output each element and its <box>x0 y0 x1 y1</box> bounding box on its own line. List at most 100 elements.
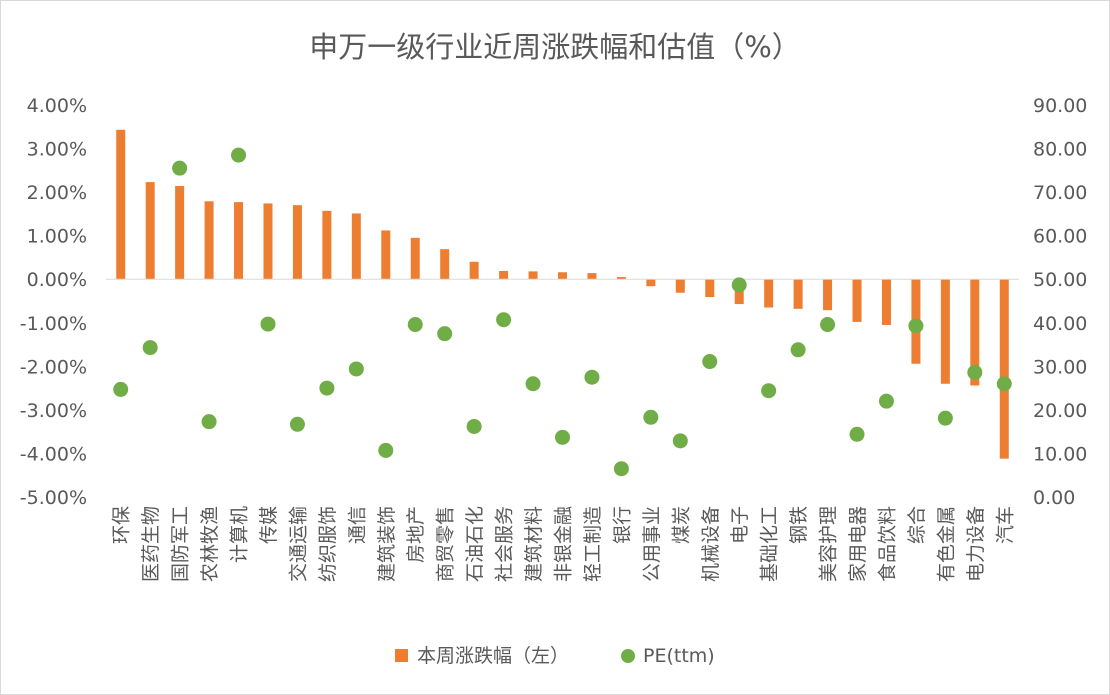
bar <box>940 279 950 384</box>
right-tick-label: 90.00 <box>1033 95 1087 117</box>
right-tick-label: 50.00 <box>1033 269 1087 291</box>
category-label: 公用事业 <box>641 506 663 582</box>
right-tick-label: 0.00 <box>1033 487 1075 509</box>
pe-point <box>996 376 1012 392</box>
pe-point <box>878 393 894 409</box>
category-label: 计算机 <box>229 506 251 563</box>
pe-point <box>820 317 836 333</box>
category-labels: 环保 医药生物 国防军工 农林牧渔 计算机 传媒 交通运输 纺织服饰 通信 建筑装饰 房地产 商贸零售… <box>111 506 1017 582</box>
left-tick-label: -1.00% <box>20 313 87 335</box>
pe-point <box>407 317 423 333</box>
bar <box>145 182 155 280</box>
bar <box>646 279 656 287</box>
category-label: 机械设备 <box>700 506 722 582</box>
pe-point <box>908 318 924 334</box>
pe-point <box>731 277 747 293</box>
pe-point <box>584 369 600 385</box>
bar <box>263 203 273 280</box>
pe-point <box>142 340 158 356</box>
pe-point <box>643 409 659 425</box>
bar <box>116 129 126 280</box>
category-label: 商贸零售 <box>435 506 457 582</box>
pe-point <box>555 429 570 445</box>
category-label: 电子 <box>729 506 751 544</box>
right-tick-label: 70.00 <box>1033 182 1087 204</box>
bar <box>970 279 980 386</box>
pe-point <box>937 410 953 426</box>
category-label: 社会服务 <box>494 506 516 582</box>
left-y-axis: 4.00% 3.00% 2.00% 1.00% 0.00% -1.00% -2.00% -3.… <box>20 95 87 509</box>
chart-title: 申万一级行业近周涨跌幅和估值（%） <box>309 30 801 64</box>
pe-point <box>201 414 217 430</box>
pe-point <box>319 380 335 396</box>
pe-point <box>761 383 777 399</box>
bar <box>705 279 715 298</box>
pe-point <box>790 342 806 358</box>
bar <box>793 279 803 309</box>
bar <box>351 213 361 280</box>
bar <box>764 279 774 308</box>
bar <box>999 279 1009 459</box>
pe-point <box>525 376 541 392</box>
bar <box>175 186 185 280</box>
bar <box>587 273 597 280</box>
category-label: 房地产 <box>405 506 427 563</box>
category-label: 钢铁 <box>788 506 810 544</box>
category-label: 基础化工 <box>759 506 781 582</box>
bar <box>499 270 509 280</box>
pe-point <box>113 381 129 397</box>
right-tick-label: 10.00 <box>1033 443 1087 465</box>
category-label: 医药生物 <box>140 506 162 582</box>
bar <box>616 277 626 280</box>
category-label: 环保 <box>111 506 133 544</box>
bar <box>410 237 420 280</box>
bar <box>292 205 302 280</box>
category-label: 综合 <box>906 506 928 544</box>
pe-point <box>613 461 629 477</box>
legend-point-label: PE(ttm) <box>643 645 715 667</box>
legend: 本周涨跌幅（左） PE(ttm) <box>395 645 715 667</box>
bar <box>823 279 833 311</box>
category-label: 银行 <box>611 506 633 544</box>
right-tick-label: 60.00 <box>1033 226 1087 248</box>
left-tick-label: -4.00% <box>20 443 87 465</box>
category-label: 建筑装饰 <box>376 506 398 582</box>
bar <box>381 230 391 280</box>
left-tick-label: 3.00% <box>27 139 87 161</box>
category-label: 交通运输 <box>287 506 309 582</box>
pe-point <box>702 354 718 370</box>
bar <box>234 202 244 280</box>
bar <box>558 272 567 280</box>
pe-point <box>348 361 364 377</box>
pe-point <box>172 160 188 176</box>
bar <box>675 279 685 293</box>
bar <box>322 210 332 280</box>
category-label: 石油石化 <box>464 506 486 582</box>
right-tick-label: 20.00 <box>1033 400 1087 422</box>
pe-point <box>260 316 276 332</box>
bar <box>881 279 891 325</box>
category-label: 轻工制造 <box>582 506 604 582</box>
pe-point <box>231 147 247 163</box>
category-label: 汽车 <box>994 506 1016 544</box>
category-label: 传媒 <box>258 506 280 544</box>
pe-point <box>672 433 688 449</box>
right-y-axis: 90.00 80.00 70.00 60.00 50.00 40.00 30.00 20.00… <box>1033 95 1087 509</box>
category-label: 有色金属 <box>935 506 957 582</box>
bar <box>852 279 862 322</box>
pe-point <box>378 442 394 458</box>
category-label: 美容护理 <box>818 506 840 582</box>
bar-series <box>116 129 1009 459</box>
left-tick-label: -5.00% <box>20 487 87 509</box>
right-tick-label: 30.00 <box>1033 356 1087 378</box>
bar <box>440 249 450 280</box>
bar <box>204 201 214 280</box>
pe-scatter-series <box>113 147 1012 477</box>
category-label: 建筑材料 <box>523 506 545 582</box>
left-tick-label: 4.00% <box>27 95 87 117</box>
category-label: 非银金融 <box>553 506 575 582</box>
bar <box>528 271 538 280</box>
category-label: 通信 <box>346 506 368 544</box>
